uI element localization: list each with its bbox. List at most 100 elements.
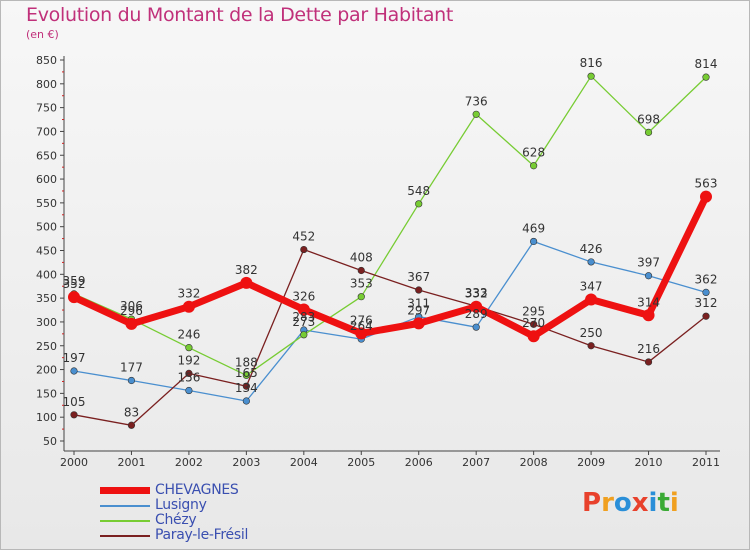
data-point bbox=[300, 245, 308, 254]
y-tick-label: 450 bbox=[36, 245, 57, 258]
data-point bbox=[644, 128, 653, 136]
data-point bbox=[587, 342, 595, 350]
data-label: 736 bbox=[465, 94, 488, 108]
data-label: 306 bbox=[120, 299, 143, 313]
unit-label: (en €) bbox=[26, 28, 59, 41]
x-tick-label: 2011 bbox=[692, 456, 720, 469]
y-tick-label: 600 bbox=[36, 173, 57, 186]
data-label: 83 bbox=[124, 405, 139, 419]
y-tick-label: 750 bbox=[36, 102, 57, 115]
data-point bbox=[182, 300, 195, 313]
legend-item: Chézy bbox=[100, 512, 360, 529]
proxiti-logo: Proxiti bbox=[582, 488, 679, 518]
legend-item: Paray-le-Frésil bbox=[100, 527, 360, 544]
y-tick-label: 700 bbox=[36, 125, 57, 138]
y-tick-label: 800 bbox=[36, 78, 57, 91]
x-tick-label: 2003 bbox=[232, 456, 260, 469]
x-tick-label: 2010 bbox=[635, 456, 663, 469]
data-label: 347 bbox=[580, 280, 603, 294]
y-tick-label: 50 bbox=[43, 435, 57, 448]
data-point bbox=[297, 303, 310, 316]
series-line bbox=[73, 248, 707, 426]
data-point bbox=[357, 266, 365, 275]
series-line bbox=[73, 240, 707, 402]
data-label: 216 bbox=[637, 342, 660, 356]
y-tick-label: 100 bbox=[36, 411, 57, 424]
data-label: 814 bbox=[695, 57, 718, 71]
data-point bbox=[530, 320, 538, 328]
legend-item: CHEVAGNES bbox=[100, 482, 360, 499]
data-label: 250 bbox=[580, 326, 603, 340]
logo-letter: i bbox=[648, 488, 658, 518]
data-label: 816 bbox=[580, 56, 603, 70]
data-label: 289 bbox=[465, 307, 488, 321]
y-tick-label: 250 bbox=[36, 340, 57, 353]
x-tick-label: 2001 bbox=[117, 456, 145, 469]
data-label: 297 bbox=[407, 303, 430, 317]
data-label: 469 bbox=[522, 221, 545, 235]
data-label: 397 bbox=[637, 256, 660, 270]
data-point bbox=[702, 312, 710, 320]
data-label: 408 bbox=[350, 251, 373, 265]
data-point bbox=[357, 293, 365, 301]
data-label: 246 bbox=[177, 328, 200, 342]
data-label: 452 bbox=[292, 230, 315, 244]
data-label: 332 bbox=[177, 287, 200, 301]
data-point bbox=[700, 190, 712, 203]
data-point bbox=[702, 73, 710, 81]
data-label: 105 bbox=[63, 395, 86, 409]
data-label: 177 bbox=[120, 361, 143, 375]
data-label: 426 bbox=[580, 242, 603, 256]
data-label: 332 bbox=[465, 287, 488, 301]
x-tick-label: 2002 bbox=[175, 456, 203, 469]
legend-label: CHEVAGNES bbox=[155, 482, 239, 498]
series-line bbox=[70, 193, 710, 340]
data-label: 264 bbox=[350, 319, 373, 333]
data-point bbox=[185, 344, 193, 352]
data-point bbox=[415, 200, 423, 208]
data-label: 311 bbox=[407, 297, 430, 311]
logo-letter: r bbox=[601, 488, 614, 518]
legend-swatch bbox=[100, 505, 150, 507]
data-point bbox=[472, 323, 480, 331]
logo-letter: P bbox=[582, 488, 602, 518]
data-point bbox=[127, 421, 136, 429]
data-point bbox=[585, 293, 598, 306]
data-point bbox=[127, 376, 136, 385]
legend-swatch bbox=[100, 487, 150, 494]
legend-label: Chézy bbox=[155, 512, 197, 528]
x-tick-label: 2007 bbox=[462, 456, 490, 469]
data-label: 367 bbox=[407, 270, 430, 284]
legend: CHEVAGNES Lusigny Chézy Paray-le-Frésil bbox=[100, 482, 360, 544]
data-label: 333 bbox=[465, 286, 488, 300]
data-label: 314 bbox=[637, 295, 660, 309]
legend-label: Paray-le-Frésil bbox=[155, 527, 249, 543]
x-tick-label: 2009 bbox=[577, 456, 605, 469]
data-label: 295 bbox=[522, 304, 545, 318]
y-tick-label: 200 bbox=[36, 364, 57, 377]
data-point bbox=[240, 276, 253, 289]
y-tick-label: 400 bbox=[36, 268, 57, 281]
logo-letter: t bbox=[657, 488, 670, 518]
data-point bbox=[355, 327, 368, 340]
legend-swatch bbox=[100, 535, 150, 537]
data-label: 192 bbox=[177, 353, 200, 367]
chart-title: Evolution du Montant de la Dette par Hab… bbox=[26, 4, 454, 26]
y-tick-label: 500 bbox=[36, 221, 57, 234]
x-tick-label: 2008 bbox=[520, 456, 548, 469]
logo-letter: i bbox=[669, 488, 679, 518]
x-tick-label: 2000 bbox=[60, 456, 88, 469]
data-point bbox=[125, 317, 138, 330]
data-point bbox=[644, 358, 653, 366]
data-point bbox=[68, 291, 80, 304]
data-point bbox=[587, 258, 595, 266]
data-label: 563 bbox=[695, 177, 718, 191]
x-tick-label: 2006 bbox=[405, 456, 433, 469]
data-point bbox=[470, 300, 483, 313]
data-label: 628 bbox=[522, 146, 545, 160]
data-point bbox=[70, 367, 78, 375]
data-point bbox=[642, 309, 655, 322]
legend-swatch bbox=[100, 520, 150, 522]
data-label: 698 bbox=[637, 112, 660, 126]
data-point bbox=[702, 288, 710, 297]
